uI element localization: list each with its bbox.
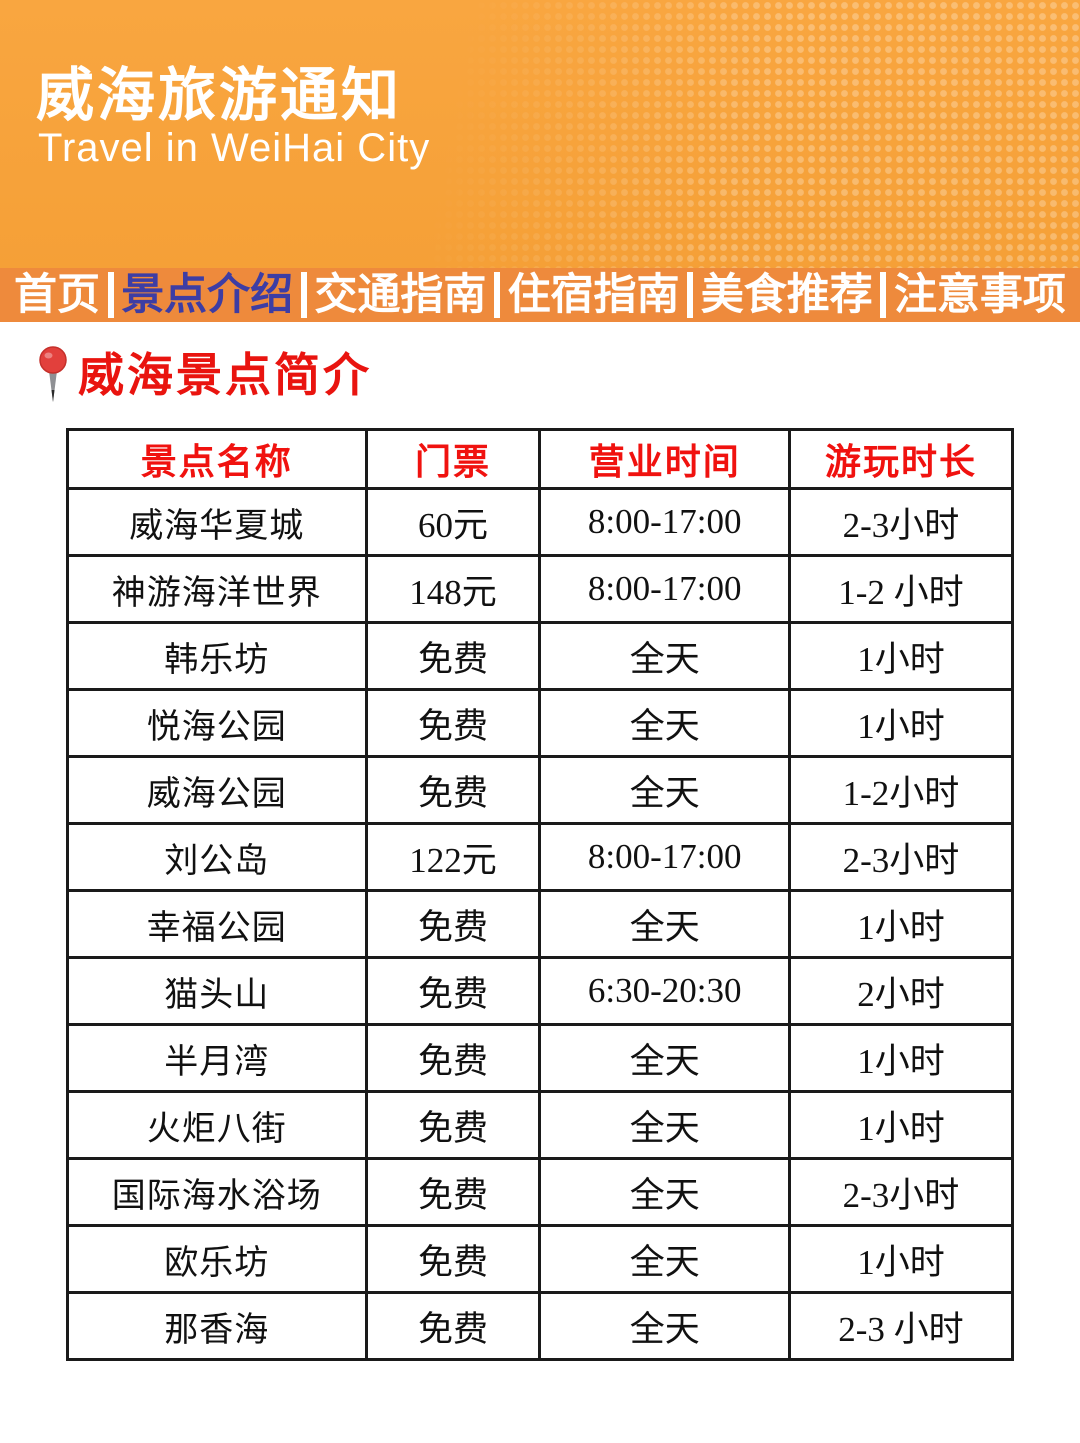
cell-duration: 1-2 小时 xyxy=(787,554,1015,624)
attractions-table: 景点名称 门票 营业时间 游玩时长 威海华夏城 60元 8:00-17:00 2… xyxy=(66,428,1015,1361)
nav-item-lodging[interactable]: 住宿指南 xyxy=(507,271,680,319)
table-row: 威海公园 免费 全天 1-2小时 xyxy=(66,755,1015,825)
cell-attraction-name: 火炬八街 xyxy=(66,1090,368,1160)
cell-duration: 1小时 xyxy=(787,688,1015,758)
table-row: 威海华夏城 60元 8:00-17:00 2-3小时 xyxy=(66,487,1015,557)
cell-ticket: 122元 xyxy=(364,822,542,892)
table-row: 刘公岛 122元 8:00-17:00 2-3小时 xyxy=(66,822,1015,892)
column-header-ticket: 门票 xyxy=(364,428,542,490)
section-heading: 威海景点简介 xyxy=(36,346,1080,408)
cell-duration: 1小时 xyxy=(787,1090,1015,1160)
nav-bar: 首页 景点介绍 交通指南 住宿指南 美食推荐 注意事项 xyxy=(0,268,1080,322)
table-header-row: 景点名称 门票 营业时间 游玩时长 xyxy=(66,428,1015,490)
cell-ticket: 148元 xyxy=(364,554,542,624)
cell-hours: 全天 xyxy=(538,755,791,825)
cell-hours: 全天 xyxy=(538,889,791,959)
cell-ticket: 免费 xyxy=(364,1157,542,1227)
nav-separator xyxy=(493,272,500,318)
nav-item-notes[interactable]: 注意事项 xyxy=(893,271,1066,319)
table-row: 韩乐坊 免费 全天 1小时 xyxy=(66,621,1015,691)
cell-attraction-name: 半月湾 xyxy=(66,1023,368,1093)
nav-separator xyxy=(107,272,114,318)
cell-attraction-name: 威海公园 xyxy=(66,755,368,825)
cell-duration: 2-3小时 xyxy=(787,822,1015,892)
header-banner: 威海旅游通知 Travel in WeiHai City xyxy=(0,0,1080,268)
cell-hours: 全天 xyxy=(538,1090,791,1160)
cell-hours: 全天 xyxy=(538,1157,791,1227)
cell-duration: 1小时 xyxy=(787,1023,1015,1093)
dot-pattern-decoration xyxy=(410,0,1080,268)
nav-separator xyxy=(880,272,887,318)
nav-separator xyxy=(687,272,694,318)
cell-attraction-name: 国际海水浴场 xyxy=(66,1157,368,1227)
cell-attraction-name: 威海华夏城 xyxy=(66,487,368,557)
cell-duration: 2-3小时 xyxy=(787,1157,1015,1227)
table-row: 国际海水浴场 免费 全天 2-3小时 xyxy=(66,1157,1015,1227)
cell-hours: 全天 xyxy=(538,1023,791,1093)
cell-hours: 全天 xyxy=(538,1291,791,1361)
cell-ticket: 免费 xyxy=(364,956,542,1026)
cell-ticket: 免费 xyxy=(364,755,542,825)
cell-duration: 2-3 小时 xyxy=(787,1291,1015,1361)
cell-attraction-name: 那香海 xyxy=(66,1291,368,1361)
cell-ticket: 免费 xyxy=(364,688,542,758)
cell-attraction-name: 幸福公园 xyxy=(66,889,368,959)
cell-duration: 1小时 xyxy=(787,889,1015,959)
cell-hours: 全天 xyxy=(538,688,791,758)
table-row: 那香海 免费 全天 2-3 小时 xyxy=(66,1291,1015,1361)
cell-attraction-name: 猫头山 xyxy=(66,956,368,1026)
cell-ticket: 免费 xyxy=(364,1090,542,1160)
cell-duration: 2-3小时 xyxy=(787,487,1015,557)
cell-ticket: 免费 xyxy=(364,1023,542,1093)
cell-duration: 2小时 xyxy=(787,956,1015,1026)
cell-attraction-name: 悦海公园 xyxy=(66,688,368,758)
nav-item-transport[interactable]: 交通指南 xyxy=(314,271,487,319)
table-row: 神游海洋世界 148元 8:00-17:00 1-2 小时 xyxy=(66,554,1015,624)
cell-attraction-name: 神游海洋世界 xyxy=(66,554,368,624)
cell-duration: 1小时 xyxy=(787,621,1015,691)
nav-item-food[interactable]: 美食推荐 xyxy=(700,271,873,319)
cell-ticket: 免费 xyxy=(364,1224,542,1294)
table-row: 悦海公园 免费 全天 1小时 xyxy=(66,688,1015,758)
table-row: 半月湾 免费 全天 1小时 xyxy=(66,1023,1015,1093)
nav-item-home[interactable]: 首页 xyxy=(14,271,100,319)
attractions-table-container: 景点名称 门票 营业时间 游玩时长 威海华夏城 60元 8:00-17:00 2… xyxy=(66,428,1015,1361)
page-title: 威海旅游通知 xyxy=(36,63,403,128)
pushpin-icon xyxy=(39,346,67,402)
column-header-duration: 游玩时长 xyxy=(787,428,1015,490)
cell-hours: 8:00-17:00 xyxy=(538,554,791,624)
table-row: 幸福公园 免费 全天 1小时 xyxy=(66,889,1015,959)
table-row: 火炬八街 免费 全天 1小时 xyxy=(66,1090,1015,1160)
cell-duration: 1-2小时 xyxy=(787,755,1015,825)
cell-hours: 6:30-20:30 xyxy=(538,956,791,1026)
cell-ticket: 免费 xyxy=(364,889,542,959)
cell-hours: 全天 xyxy=(538,621,791,691)
section-title: 威海景点简介 xyxy=(78,349,372,401)
cell-hours: 8:00-17:00 xyxy=(538,822,791,892)
cell-attraction-name: 欧乐坊 xyxy=(66,1224,368,1294)
cell-duration: 1小时 xyxy=(787,1224,1015,1294)
table-row: 欧乐坊 免费 全天 1小时 xyxy=(66,1224,1015,1294)
page-subtitle: Travel in WeiHai City xyxy=(38,126,431,170)
table-row: 猫头山 免费 6:30-20:30 2小时 xyxy=(66,956,1015,1026)
nav-separator xyxy=(300,272,307,318)
column-header-name: 景点名称 xyxy=(66,428,368,490)
cell-attraction-name: 刘公岛 xyxy=(66,822,368,892)
cell-attraction-name: 韩乐坊 xyxy=(66,621,368,691)
nav-item-attractions[interactable]: 景点介绍 xyxy=(121,271,294,319)
column-header-hours: 营业时间 xyxy=(538,428,791,490)
cell-ticket: 60元 xyxy=(364,487,542,557)
cell-hours: 全天 xyxy=(538,1224,791,1294)
cell-hours: 8:00-17:00 xyxy=(538,487,791,557)
cell-ticket: 免费 xyxy=(364,621,542,691)
cell-ticket: 免费 xyxy=(364,1291,542,1361)
